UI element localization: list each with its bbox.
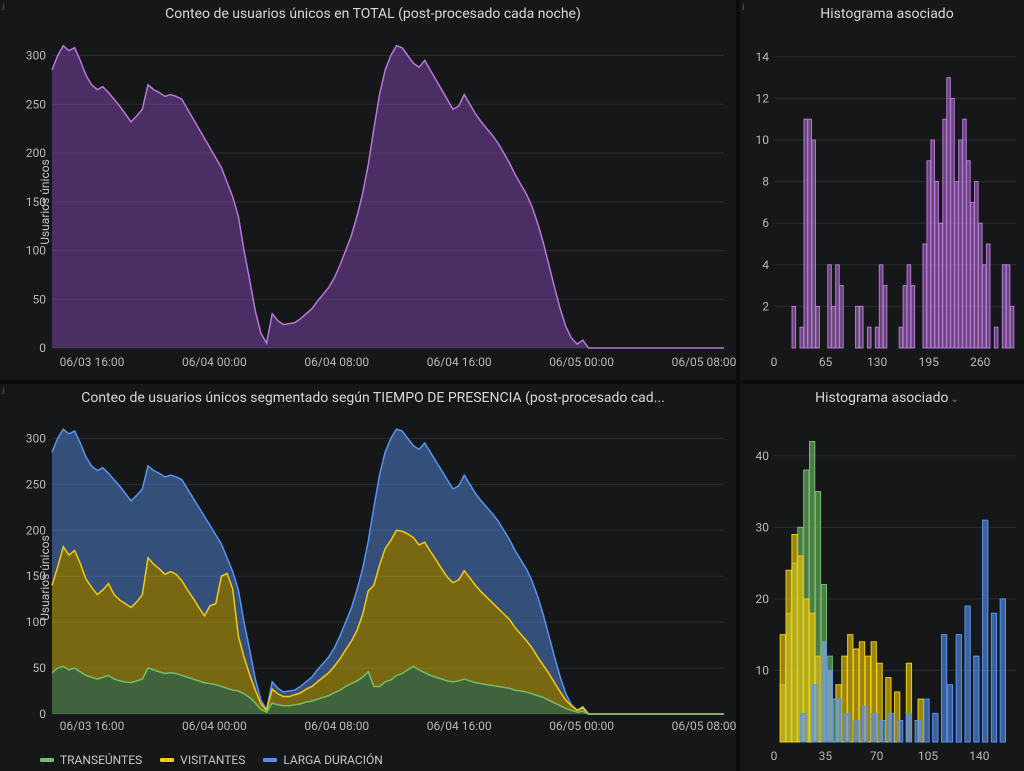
svg-text:0: 0 — [771, 749, 778, 763]
svg-text:65: 65 — [819, 355, 833, 369]
svg-text:10: 10 — [756, 663, 770, 677]
svg-text:250: 250 — [26, 477, 46, 491]
svg-text:40: 40 — [756, 449, 770, 463]
svg-text:2: 2 — [762, 299, 769, 313]
svg-text:10: 10 — [756, 133, 770, 147]
panel-title[interactable]: Histograma asociado⌄ — [740, 384, 1024, 408]
svg-text:06/03 16:00: 06/03 16:00 — [60, 719, 125, 733]
panel-title-text: Histograma asociado — [815, 390, 948, 406]
svg-text:250: 250 — [26, 97, 46, 111]
info-icon[interactable]: i — [2, 386, 5, 396]
svg-text:20: 20 — [756, 592, 770, 606]
legend-swatch — [40, 758, 54, 762]
legend-item[interactable]: LARGA DURACIÓN — [263, 753, 382, 767]
svg-text:70: 70 — [870, 749, 884, 763]
legend-label: LARGA DURACIÓN — [283, 753, 382, 767]
y-axis-label: Usuarios únicos — [38, 159, 52, 245]
legend-item[interactable]: VISITANTES — [160, 753, 245, 767]
panel-histogram-bottom: Histograma asociado⌄ 10 20 30 40 0 35 70 105 140 — [740, 384, 1024, 771]
y-axis-label: Usuarios únicos — [38, 535, 52, 621]
svg-text:8: 8 — [762, 175, 769, 189]
svg-text:06/04 00:00: 06/04 00:00 — [182, 719, 247, 733]
panel-histogram-top: i Histograma asociado 2 4 6 8 10 12 14 0 65 130 19… — [740, 0, 1024, 380]
svg-text:50: 50 — [33, 292, 47, 306]
panel-title[interactable]: Histograma asociado — [740, 0, 1024, 24]
svg-text:50: 50 — [33, 661, 47, 675]
svg-text:100: 100 — [26, 244, 46, 258]
svg-text:06/04 00:00: 06/04 00:00 — [182, 355, 247, 369]
svg-text:260: 260 — [970, 355, 990, 369]
svg-text:12: 12 — [756, 91, 770, 105]
chart-area[interactable]: Usuarios únicos 05010015020025030006/03 … — [0, 24, 736, 380]
svg-text:0: 0 — [39, 341, 46, 355]
svg-text:06/04 08:00: 06/04 08:00 — [304, 719, 369, 733]
svg-text:06/05 08:00: 06/05 08:00 — [672, 355, 736, 369]
legend-swatch — [263, 758, 277, 762]
panel-segmented-users: i Conteo de usuarios únicos segmentado s… — [0, 384, 736, 771]
svg-text:06/04 16:00: 06/04 16:00 — [427, 719, 492, 733]
svg-text:105: 105 — [918, 749, 938, 763]
svg-text:200: 200 — [26, 146, 46, 160]
svg-text:14: 14 — [756, 50, 770, 64]
chart-area[interactable]: 10 20 30 40 0 35 70 105 140 — [740, 408, 1024, 771]
svg-text:300: 300 — [26, 431, 46, 445]
panel-total-users: i Conteo de usuarios únicos en TOTAL (po… — [0, 0, 736, 380]
svg-text:06/05 00:00: 06/05 00:00 — [549, 719, 614, 733]
chart-area[interactable]: Usuarios únicos 05010015020025030006/03 … — [0, 408, 736, 747]
panel-title[interactable]: Conteo de usuarios únicos segmentado seg… — [0, 384, 736, 408]
svg-text:300: 300 — [26, 49, 46, 63]
chart-legend: TRANSEÚNTES VISITANTES LARGA DURACIÓN — [0, 747, 736, 771]
info-icon[interactable]: i — [742, 2, 745, 12]
svg-text:06/05 00:00: 06/05 00:00 — [549, 355, 614, 369]
svg-text:06/03 16:00: 06/03 16:00 — [60, 355, 125, 369]
legend-swatch — [160, 758, 174, 762]
chart-area[interactable]: 2 4 6 8 10 12 14 0 65 130 195 260 — [740, 24, 1024, 380]
chevron-down-icon: ⌄ — [951, 394, 959, 405]
svg-text:0: 0 — [39, 707, 46, 721]
svg-text:0: 0 — [771, 355, 778, 369]
legend-label: TRANSEÚNTES — [60, 753, 142, 767]
svg-text:06/05 08:00: 06/05 08:00 — [672, 719, 736, 733]
svg-text:195: 195 — [919, 355, 939, 369]
panel-title[interactable]: Conteo de usuarios únicos en TOTAL (post… — [0, 0, 736, 24]
svg-text:30: 30 — [756, 520, 770, 534]
legend-item[interactable]: TRANSEÚNTES — [40, 753, 142, 767]
legend-label: VISITANTES — [180, 753, 245, 767]
svg-text:4: 4 — [762, 258, 769, 272]
svg-text:06/04 16:00: 06/04 16:00 — [427, 355, 492, 369]
svg-text:140: 140 — [969, 749, 989, 763]
svg-text:35: 35 — [819, 749, 833, 763]
svg-text:130: 130 — [867, 355, 887, 369]
svg-text:6: 6 — [762, 216, 769, 230]
svg-text:06/04 08:00: 06/04 08:00 — [304, 355, 369, 369]
info-icon[interactable]: i — [2, 2, 5, 12]
